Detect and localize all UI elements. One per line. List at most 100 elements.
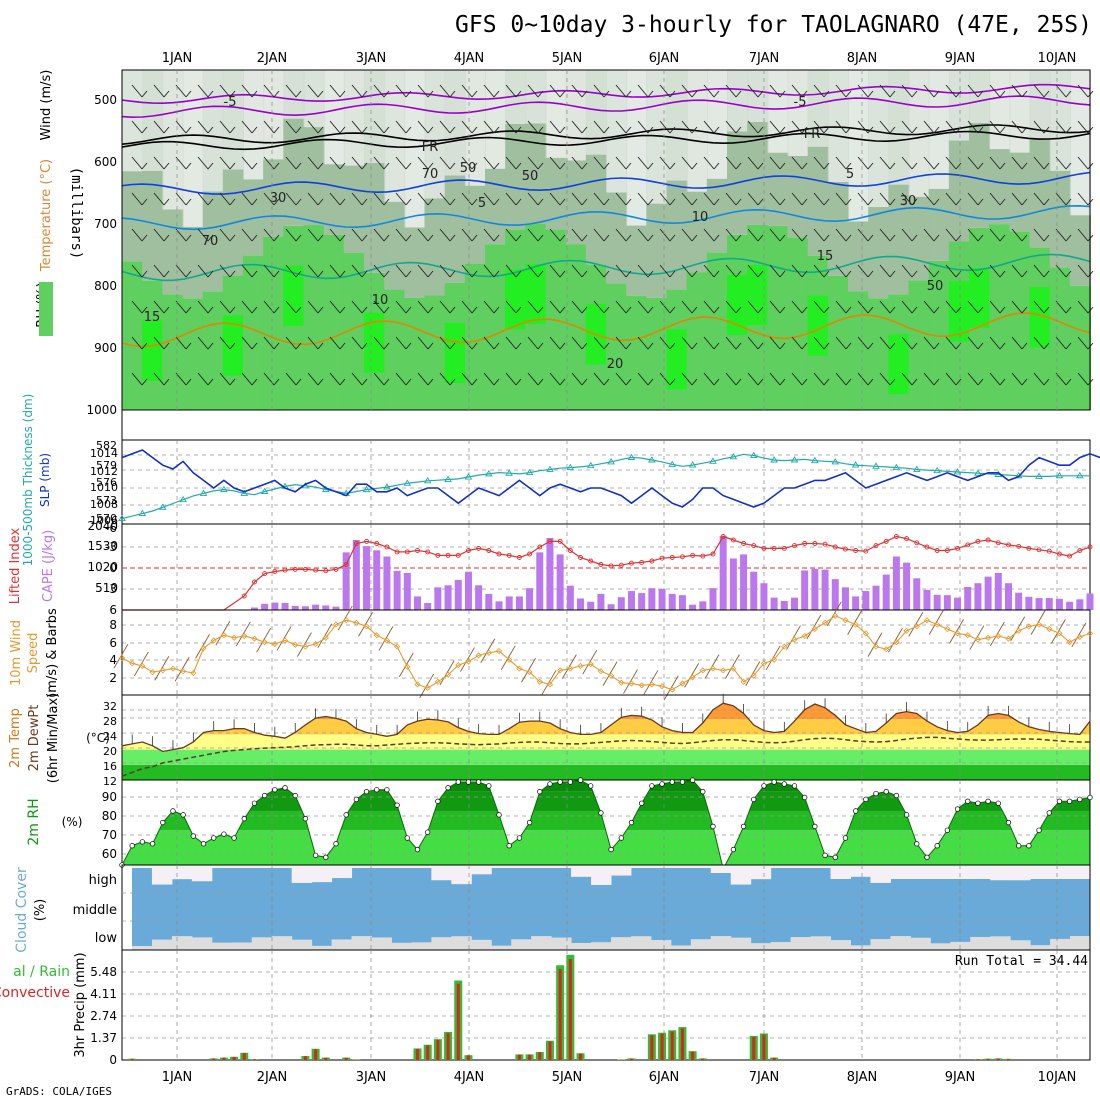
rh-cell-dry bbox=[666, 70, 688, 181]
wind-barb bbox=[1077, 300, 1089, 314]
wind-barb bbox=[681, 156, 693, 170]
li-point bbox=[893, 534, 899, 539]
wind-speed-point bbox=[444, 671, 452, 678]
wind-barb bbox=[285, 84, 297, 98]
wind-speed-point bbox=[485, 649, 492, 656]
rh-cell-saturated bbox=[505, 269, 527, 330]
wind-speed-point bbox=[1056, 630, 1063, 637]
rh-cell-mid bbox=[948, 140, 970, 242]
wind-barb-flag bbox=[141, 234, 148, 242]
wind-barb-flag bbox=[669, 198, 676, 206]
wind-barb-flag bbox=[295, 162, 302, 170]
wind-barb bbox=[725, 192, 737, 206]
cloud-high-clear bbox=[471, 865, 492, 875]
tick-label: 1000 bbox=[86, 403, 117, 417]
rh-point bbox=[914, 841, 920, 847]
wind-barb bbox=[329, 372, 341, 386]
rh-point bbox=[445, 785, 451, 791]
cloud-low-gap bbox=[730, 937, 752, 950]
cape-bar bbox=[1066, 601, 1074, 610]
cloud-high-clear bbox=[231, 865, 253, 868]
axis-label: 1000-500mb Thickness (dm) bbox=[21, 394, 35, 567]
wind-barb bbox=[791, 264, 803, 278]
wind-barb-flag bbox=[427, 126, 434, 134]
wind-barb bbox=[791, 120, 803, 134]
li-point bbox=[1046, 548, 1052, 554]
wind-speed-point bbox=[954, 630, 961, 637]
rh-point bbox=[262, 792, 268, 799]
temperature-contour bbox=[121, 95, 1091, 119]
wind-barb bbox=[989, 192, 1001, 206]
li-point bbox=[415, 548, 420, 553]
wind-barb-flag bbox=[1021, 90, 1028, 98]
wind-speed-point bbox=[679, 680, 686, 687]
wind-barb bbox=[1011, 120, 1023, 134]
wind-barb-flag bbox=[427, 162, 434, 170]
cloud-low-gap bbox=[690, 939, 712, 950]
wind-speed-point bbox=[1046, 625, 1053, 633]
wind-barb bbox=[769, 372, 781, 386]
panel-frame bbox=[121, 69, 1091, 411]
wind-barb bbox=[725, 372, 737, 386]
cape-bar bbox=[587, 601, 595, 610]
wind-barb bbox=[351, 300, 363, 314]
tick-label: 4 bbox=[109, 653, 117, 667]
rh-point bbox=[333, 841, 339, 847]
wind-barb-flag bbox=[823, 162, 830, 170]
wind-barb-flag bbox=[295, 90, 302, 98]
wind-barb-flag bbox=[977, 162, 984, 170]
cape-bar bbox=[872, 585, 880, 610]
contour-label: 50 bbox=[927, 279, 944, 294]
precip-convective-bar bbox=[252, 1059, 256, 1060]
wind-barb bbox=[439, 156, 451, 170]
wind-barb bbox=[813, 336, 825, 350]
cloud-low-gap bbox=[311, 945, 333, 950]
wind-barb bbox=[923, 336, 935, 350]
cape-bar bbox=[383, 556, 391, 610]
tick-label: 28 bbox=[103, 715, 117, 728]
cloud-low-gap bbox=[211, 942, 233, 950]
tick-label: 579 bbox=[96, 459, 117, 472]
wind-barb bbox=[769, 300, 781, 314]
wind-barb bbox=[549, 156, 561, 170]
rh-cell-mid bbox=[1049, 170, 1071, 268]
wind-barb-flag bbox=[163, 162, 170, 170]
wind-barb bbox=[571, 300, 583, 314]
wind-barb-flag bbox=[713, 234, 720, 242]
wind-barb-flag bbox=[735, 126, 742, 134]
wind-barb bbox=[395, 192, 407, 206]
wind-barb bbox=[791, 372, 803, 386]
cape-bar bbox=[648, 588, 656, 610]
cloud-low-gap bbox=[830, 940, 851, 950]
wind-barb-flag bbox=[713, 162, 720, 170]
axis-label: Wind (m/s) bbox=[39, 70, 54, 141]
cape-bar bbox=[526, 588, 534, 610]
rh-point bbox=[995, 800, 1001, 806]
cloud-low-gap bbox=[251, 937, 273, 950]
wind-barb bbox=[329, 84, 341, 98]
bottom-day-label: 5JAN bbox=[552, 1070, 583, 1085]
rh-point bbox=[343, 812, 349, 818]
cape-bar bbox=[913, 578, 921, 610]
wind-barb bbox=[197, 228, 209, 242]
wind-barb bbox=[857, 192, 869, 206]
wind-barb bbox=[1055, 84, 1067, 98]
rh-cell-moist bbox=[626, 295, 648, 410]
thickness-point bbox=[709, 457, 717, 464]
wind-barb-flag bbox=[647, 90, 654, 98]
precip-convective-bar bbox=[538, 1052, 542, 1060]
wind-barb bbox=[1055, 372, 1067, 386]
rh-cell-mid bbox=[343, 165, 365, 253]
cape-bar bbox=[393, 570, 401, 610]
wind-barb-flag bbox=[713, 342, 720, 350]
wind-barb-flag bbox=[669, 378, 676, 386]
upper-air-panel: -5 -5FRFR55101515102030507030507050500600… bbox=[35, 69, 1094, 440]
wind-barb-flag bbox=[713, 126, 720, 134]
wind-barb bbox=[175, 300, 187, 314]
wind-barb bbox=[1055, 156, 1067, 170]
wind-barb bbox=[263, 336, 275, 350]
wind-barb bbox=[241, 156, 253, 170]
wind-barb-flag bbox=[295, 126, 302, 134]
rh-cell-mid bbox=[827, 181, 849, 276]
